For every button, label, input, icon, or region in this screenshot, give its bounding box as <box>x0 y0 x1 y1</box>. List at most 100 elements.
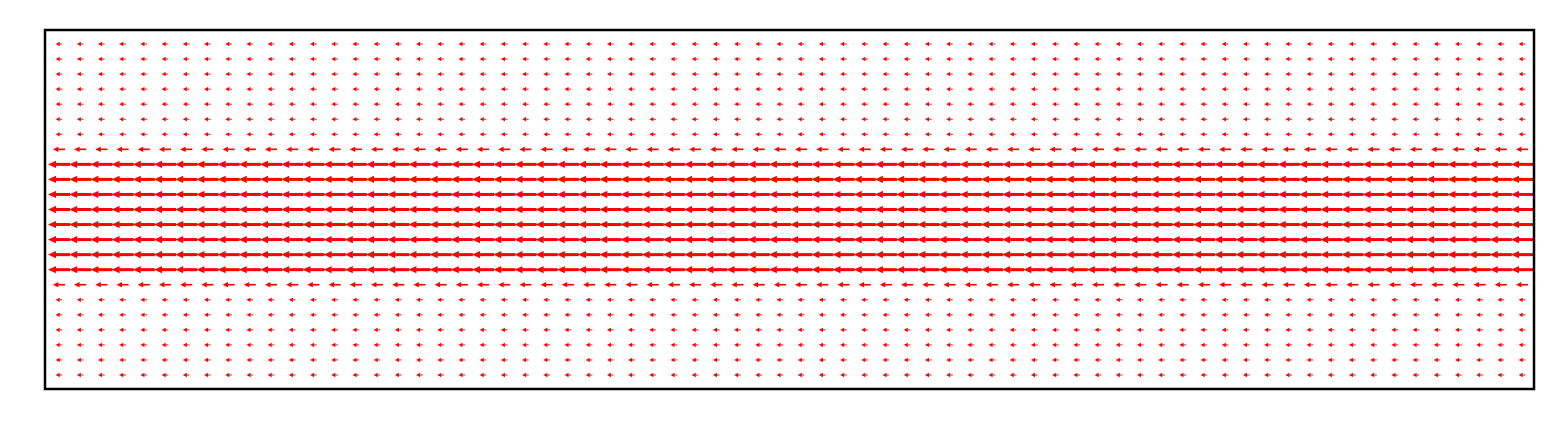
vector-arrow <box>755 372 762 378</box>
arrow-head <box>1137 342 1142 348</box>
vector-arrow <box>946 41 953 47</box>
arrow-head <box>1497 132 1502 137</box>
vector-arrow <box>1455 357 1462 363</box>
vector-arrow <box>628 357 635 363</box>
vector-arrow <box>684 175 707 184</box>
arrow-head <box>288 132 293 137</box>
arrow-head <box>832 205 841 214</box>
vector-arrow <box>1200 132 1208 137</box>
arrow-head <box>1412 342 1417 348</box>
arrow-head <box>55 357 60 363</box>
vector-arrow <box>394 327 402 333</box>
arrow-head <box>394 71 399 77</box>
vector-arrow <box>1235 220 1258 229</box>
vector-arrow <box>246 132 254 137</box>
vector-arrow <box>1129 160 1152 168</box>
vector-arrow <box>797 342 805 348</box>
vector-arrow <box>980 220 1003 229</box>
arrow-head <box>1383 205 1392 214</box>
arrow-head <box>585 117 590 122</box>
vector-arrow <box>1243 41 1250 47</box>
vector-arrow <box>437 132 444 137</box>
arrow-head <box>408 266 417 274</box>
vector-arrow <box>373 41 381 47</box>
arrow-head <box>1327 372 1332 378</box>
vector-arrow <box>76 86 84 92</box>
vector-arrow <box>132 175 155 184</box>
vector-arrow <box>1179 372 1187 378</box>
arrow-head <box>344 251 353 259</box>
arrow-head <box>302 190 311 199</box>
vector-arrow <box>394 86 402 92</box>
vector-arrow <box>734 117 741 122</box>
vector-arrow <box>1298 266 1321 274</box>
arrow-head <box>323 160 332 168</box>
arrow-head <box>903 117 908 122</box>
vector-arrow <box>1129 251 1152 259</box>
vector-arrow <box>48 160 70 168</box>
arrow-head <box>1171 235 1180 244</box>
vector-arrow <box>903 312 911 318</box>
arrow-head <box>387 235 396 244</box>
vector-arrow <box>1179 101 1187 107</box>
vector-arrow <box>281 220 304 229</box>
vector-arrow <box>394 56 402 62</box>
arrow-head <box>1200 101 1205 107</box>
arrow-head <box>90 251 99 259</box>
arrow-head <box>670 372 675 378</box>
vector-arrow <box>1052 56 1059 62</box>
vector-arrow <box>599 235 622 244</box>
vector-arrow <box>161 297 169 302</box>
arrow-head <box>302 205 311 214</box>
arrow-head <box>352 327 357 333</box>
vector-arrow <box>1179 132 1187 137</box>
arrow-head <box>519 282 525 288</box>
arrow-head <box>1009 357 1014 363</box>
vector-arrow <box>302 205 325 214</box>
vector-arrow <box>1243 372 1250 378</box>
arrow-head <box>811 205 820 214</box>
arrow-head <box>1285 41 1290 47</box>
arrow-head <box>344 205 353 214</box>
vector-arrow <box>1383 190 1406 199</box>
arrow-head <box>1476 71 1481 77</box>
vector-arrow <box>628 342 635 348</box>
vector-arrow <box>925 86 932 92</box>
arrow-head <box>1306 101 1311 107</box>
arrow-head <box>543 297 548 302</box>
vector-arrow <box>776 327 784 333</box>
vector-arrow <box>175 251 198 259</box>
vector-arrow <box>874 190 897 199</box>
arrow-head <box>1065 160 1074 168</box>
arrow-head <box>1362 251 1371 259</box>
arrow-head <box>180 282 186 288</box>
arrow-head <box>1171 205 1180 214</box>
vector-arrow <box>946 132 953 137</box>
arrow-head <box>1306 56 1311 62</box>
arrow-head <box>790 205 799 214</box>
vector-arrow <box>853 175 876 184</box>
arrow-head <box>522 312 527 318</box>
arrow-head <box>882 372 887 378</box>
vector-arrow <box>988 86 996 92</box>
vector-arrow <box>1108 220 1131 229</box>
arrow-head <box>1277 205 1286 214</box>
arrow-head <box>1306 41 1311 47</box>
arrow-head <box>1256 235 1265 244</box>
vector-arrow <box>903 342 911 348</box>
arrow-head <box>1091 146 1098 153</box>
vector-arrow <box>154 251 177 259</box>
arrow-head <box>416 327 421 333</box>
arrow-head <box>479 327 484 333</box>
vector-arrow <box>1052 41 1059 47</box>
arrow-head <box>48 266 56 274</box>
arrow-head <box>352 117 357 122</box>
vector-arrow <box>437 117 444 122</box>
vector-arrow <box>458 372 466 378</box>
vector-arrow <box>670 372 678 378</box>
vector-arrow <box>691 297 699 302</box>
arrow-head <box>132 175 141 184</box>
vector-arrow <box>90 266 113 274</box>
vector-arrow <box>387 190 410 199</box>
vector-arrow <box>662 175 685 184</box>
